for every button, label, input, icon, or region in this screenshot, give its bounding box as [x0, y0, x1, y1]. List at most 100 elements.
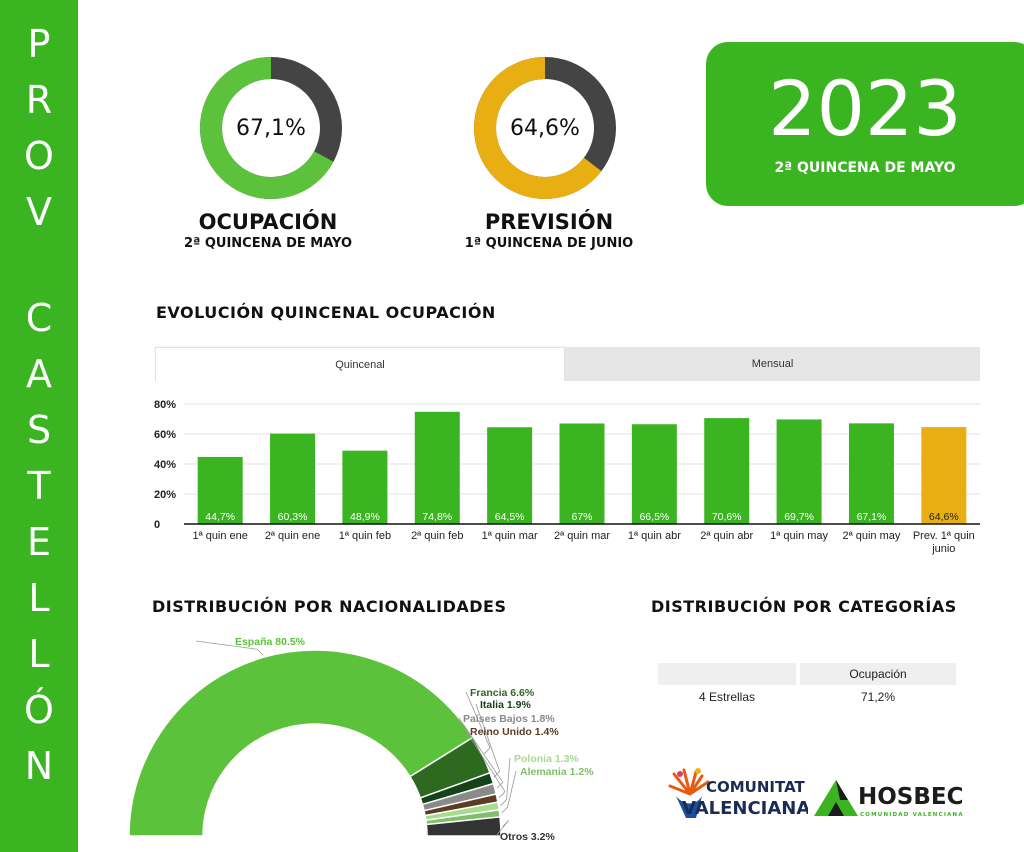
hosbec-subtitle: COMUNIDAD VALENCIANA — [860, 812, 964, 818]
sidebar-letter: S — [26, 408, 52, 452]
sidebar-letter: L — [28, 576, 50, 620]
donut-value-arc — [474, 57, 616, 199]
bar — [921, 427, 967, 524]
ocupacion-title: OCUPACIÓN — [198, 210, 338, 234]
sidebar-letter: L — [28, 632, 50, 676]
bar — [414, 411, 460, 524]
categories-table: Ocupación 4 Estrellas 71,2% — [658, 663, 956, 709]
prevision-subtitle: 1ª QUINCENA DE JUNIO — [464, 236, 634, 251]
x-tick-label: 2ª quin mar — [554, 530, 610, 542]
sidebar-letter: P — [27, 22, 51, 66]
leader-line — [501, 770, 517, 814]
bar — [559, 423, 605, 524]
bar-value-label: 66,5% — [639, 511, 669, 523]
leader-line — [495, 820, 510, 837]
leader-line — [465, 730, 506, 798]
prevision-title: PREVISIÓN — [484, 210, 614, 234]
bar-value-label: 64,6% — [929, 511, 959, 523]
bar — [270, 433, 316, 524]
slice-label: Polonia 1.3% — [514, 753, 579, 765]
table-cell-category: 4 Estrellas — [698, 690, 756, 704]
evolution-bar-chart: 0 20% 40% 60% 80% 44,7% 1ª quin ene 60,3% 2ª qui… — [154, 399, 980, 555]
evolution-title: EVOLUCIÓN QUINCENAL OCUPACIÓN — [156, 303, 496, 322]
x-tick-label: 2ª quin ene — [265, 530, 320, 542]
slice-label: Alemania 1.2% — [520, 766, 594, 778]
table-header-blank — [658, 663, 796, 685]
sidebar-letter: V — [26, 190, 52, 234]
bar — [704, 418, 750, 524]
bar — [197, 456, 243, 524]
slice-label: Italia 1.9% — [480, 699, 531, 711]
sidebar-letter: C — [25, 296, 53, 340]
sidebar-letter: Ó — [24, 688, 54, 732]
bar-value-label: 70,6% — [712, 511, 742, 523]
sidebar-letter: A — [26, 352, 52, 396]
slice-label: Países Bajos 1.8% — [463, 713, 555, 725]
pie-slice — [425, 816, 502, 837]
x-tick-label: Prev. 1ª quin junio — [913, 530, 975, 555]
year-box: 2023 2ª QUINCENA DE MAYO — [706, 42, 1024, 206]
cv-line1: COMUNITAT — [706, 778, 806, 796]
bar-value-label: 74,8% — [422, 511, 452, 523]
year-value: 2023 — [768, 64, 962, 153]
y-tick-label: 60% — [154, 429, 176, 441]
bar — [776, 419, 822, 524]
leader-line — [475, 703, 501, 778]
sidebar-letter: T — [27, 464, 51, 508]
evolution-tabs: Quincenal Mensual — [155, 347, 980, 381]
x-tick-label: 1ª quin may — [770, 530, 828, 542]
table-cell-value: 71,2% — [860, 690, 896, 704]
bar-value-label: 44,7% — [205, 511, 235, 523]
x-tick-label: 2ª quin feb — [411, 530, 463, 542]
y-tick-label: 0 — [154, 519, 160, 531]
cv-line2: VALENCIANA — [682, 798, 808, 819]
x-tick-label: 2ª quin abr — [700, 530, 753, 542]
x-tick-label: 1ª quin feb — [339, 530, 391, 542]
categories-title: DISTRIBUCIÓN POR CATEGORÍAS — [651, 597, 957, 616]
table-header-ocupacion: Ocupación — [800, 663, 956, 685]
bar-value-label: 69,7% — [784, 511, 814, 523]
sidebar-letter: R — [25, 78, 53, 122]
leader-line — [195, 640, 264, 656]
sidebar-letter: E — [26, 520, 51, 564]
nationalities-chart: España 80.5% Francia 6.6%Italia 1.9% Paíse… — [128, 636, 594, 843]
bar — [848, 423, 894, 524]
tab-quincenal[interactable]: Quincenal — [155, 347, 565, 381]
pie-slice — [128, 649, 474, 837]
hosbec-wordmark: HOSBEC — [858, 784, 964, 810]
slice-label: España 80.5% — [235, 636, 306, 648]
bar — [487, 427, 533, 524]
bar-value-label: 67% — [571, 511, 592, 523]
nationalities-title: DISTRIBUCIÓN POR NACIONALIDADES — [152, 597, 507, 616]
leader-line — [500, 757, 511, 806]
tab-mensual[interactable]: Mensual — [565, 347, 980, 381]
x-tick-label: 2ª quin may — [843, 530, 901, 542]
leader-line — [458, 717, 504, 789]
bar — [631, 424, 677, 524]
bar — [342, 450, 388, 524]
y-tick-label: 40% — [154, 459, 176, 471]
donut-value-arc — [200, 57, 342, 199]
sidebar-letter: O — [24, 134, 54, 178]
bar-value-label: 60,3% — [278, 511, 308, 523]
bar-value-label: 48,9% — [350, 511, 380, 523]
x-tick-label: 1ª quin abr — [628, 530, 681, 542]
ocupacion-value: 67,1% — [236, 116, 306, 141]
slice-label: Reino Unido 1.4% — [470, 726, 559, 738]
bar-value-label: 67,1% — [857, 511, 887, 523]
year-subtitle: 2ª QUINCENA DE MAYO — [774, 160, 956, 176]
x-tick-label: 1ª quin mar — [482, 530, 538, 542]
y-tick-label: 20% — [154, 489, 176, 501]
table-header: Ocupación — [658, 663, 956, 685]
cv-burst-icon — [668, 768, 710, 818]
hosbec-logo: HOSBEC COMUNIDAD VALENCIANA — [814, 780, 964, 818]
slice-label: Otros 3.2% — [500, 831, 556, 843]
x-tick-label: 1ª quin ene — [192, 530, 247, 542]
y-tick-label: 80% — [154, 399, 176, 411]
bar-value-label: 64,5% — [495, 511, 525, 523]
comunitat-valenciana-logo: COMUNITAT VALENCIANA — [668, 768, 808, 819]
ocupacion-subtitle: 2ª QUINCENA DE MAYO — [183, 236, 353, 251]
leader-line — [465, 691, 491, 755]
ocupacion-donut — [200, 57, 342, 199]
